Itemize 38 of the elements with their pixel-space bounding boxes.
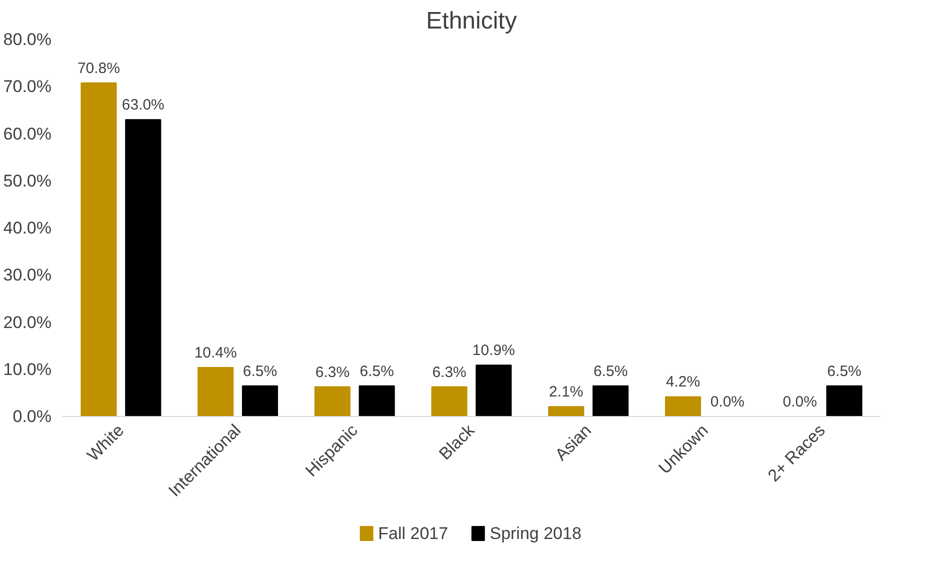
- bar: [198, 366, 234, 416]
- data-label: 6.5%: [242, 362, 278, 380]
- data-label: 63.0%: [122, 96, 164, 114]
- y-tick-label: 0.0%: [12, 407, 52, 426]
- bar: [826, 385, 862, 416]
- data-label: 6.5%: [360, 362, 394, 380]
- bar: [431, 386, 468, 416]
- data-label: 6.3%: [315, 364, 350, 381]
- data-label: 0.0%: [782, 394, 817, 410]
- y-tick-label: 80.0%: [3, 30, 52, 49]
- legend-label: Spring 2018: [490, 524, 582, 543]
- data-label: 10.4%: [194, 344, 237, 362]
- data-label: 6.5%: [827, 362, 862, 380]
- bar: [548, 406, 584, 416]
- bar: [125, 119, 162, 416]
- y-tick-label: 70.0%: [3, 77, 52, 96]
- bar: [80, 82, 117, 416]
- y-tick-label: 60.0%: [3, 124, 52, 144]
- data-label: 0.0%: [710, 394, 745, 410]
- data-label: 2.1%: [549, 384, 584, 401]
- data-label: 6.3%: [432, 364, 466, 381]
- y-tick-label: 20.0%: [3, 312, 52, 332]
- bar: [358, 385, 395, 416]
- bar: [592, 385, 629, 416]
- bar: [242, 385, 278, 416]
- data-label: 10.9%: [472, 342, 515, 360]
- bar: [314, 386, 350, 416]
- data-label: 4.2%: [666, 374, 700, 391]
- legend-label: Fall 2017: [378, 524, 448, 543]
- y-tick-label: 50.0%: [3, 171, 52, 190]
- y-tick-label: 10.0%: [3, 360, 52, 379]
- data-label: 6.5%: [593, 362, 628, 380]
- bar: [664, 396, 702, 416]
- y-tick-label: 30.0%: [3, 266, 52, 285]
- chart-title: Ethnicity: [426, 8, 517, 34]
- data-label: 70.8%: [77, 60, 120, 77]
- y-tick-label: 40.0%: [3, 218, 52, 238]
- bar: [476, 364, 512, 416]
